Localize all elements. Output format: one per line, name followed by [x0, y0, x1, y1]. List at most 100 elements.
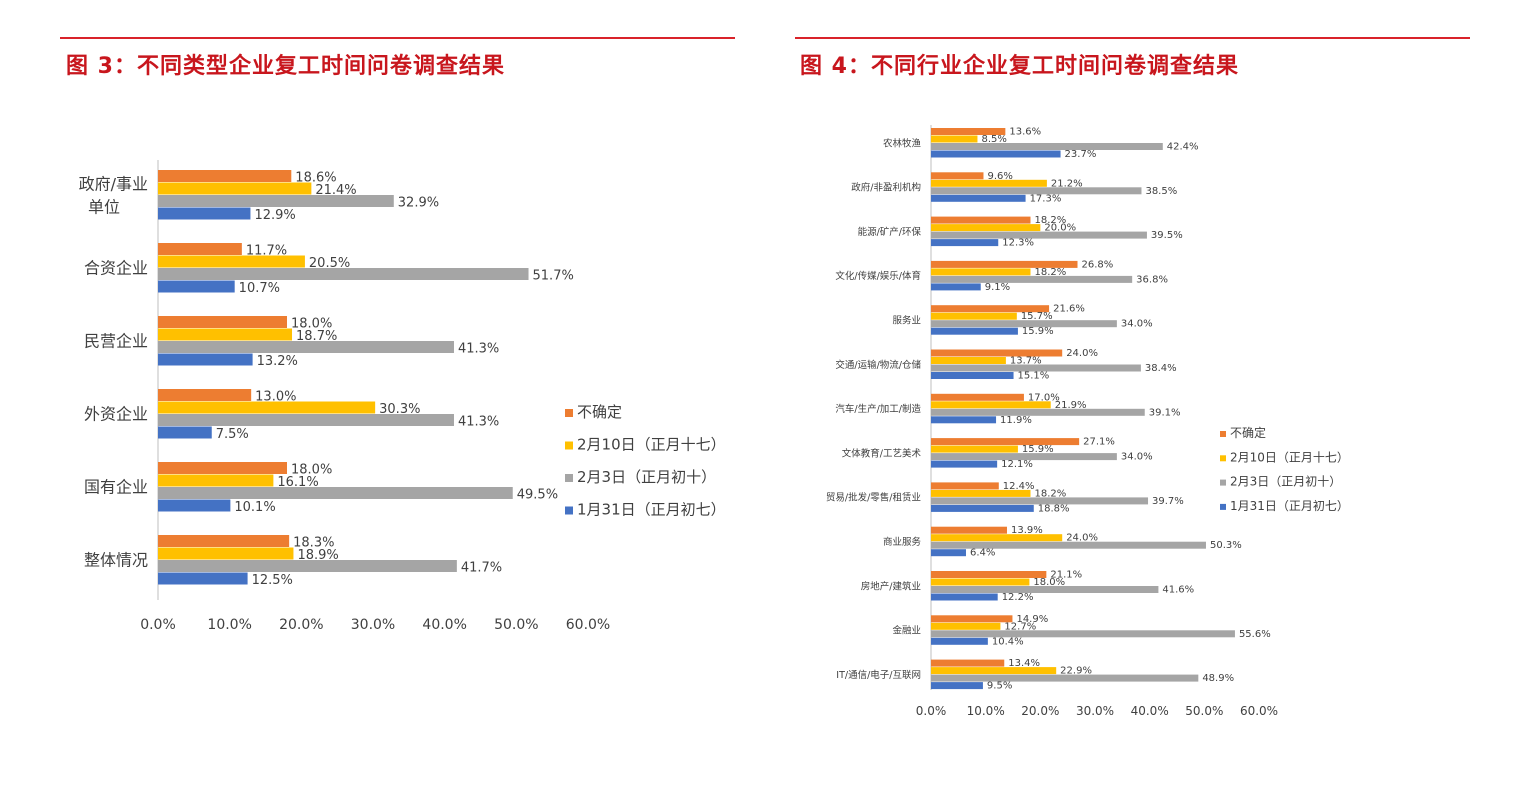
legend-swatch	[565, 506, 573, 515]
data-label: 9.6%	[987, 171, 1012, 182]
data-label: 22.9%	[1060, 666, 1092, 677]
x-tick-label: 50.0%	[494, 617, 538, 633]
category-label-line: 能源/矿产/环保	[858, 226, 922, 238]
bar	[931, 372, 1014, 379]
chart-title-fig3: 图 3：不同类型企业复工时间问卷调查结果	[66, 54, 505, 79]
category-label-line: 整体情况	[84, 551, 148, 570]
data-label: 21.4%	[315, 183, 356, 198]
data-label: 13.6%	[1009, 127, 1041, 138]
data-label: 18.0%	[291, 463, 332, 478]
data-label: 18.3%	[293, 536, 334, 551]
data-label: 13.9%	[1011, 525, 1043, 536]
bar	[931, 275, 1133, 283]
bar	[931, 187, 1142, 195]
legend-label: 2月3日（正月初十）	[1230, 475, 1341, 489]
category-label: 商业服务	[883, 536, 922, 548]
chart-title-fig4: 图 4：不同行业企业复工时间问卷调查结果	[800, 54, 1239, 79]
data-label: 13.4%	[1008, 658, 1040, 669]
x-tick-label: 10.0%	[967, 704, 1005, 718]
bar	[931, 637, 988, 645]
x-tick-label: 50.0%	[1185, 704, 1223, 718]
bar	[931, 364, 1141, 372]
legend-swatch	[1220, 503, 1226, 510]
data-label: 27.1%	[1083, 437, 1115, 448]
data-label: 14.9%	[1016, 614, 1048, 625]
x-tick-label: 60.0%	[566, 617, 610, 633]
data-label: 39.1%	[1149, 407, 1181, 418]
legend-label: 2月10日（正月十七）	[1230, 450, 1349, 464]
bar	[931, 150, 1061, 158]
data-label: 6.4%	[970, 548, 995, 559]
bar	[931, 393, 1024, 401]
legend-label: 不确定	[1230, 425, 1266, 440]
category-label: 政府/事业单位	[79, 174, 148, 216]
bar	[931, 682, 983, 690]
bar	[931, 327, 1018, 335]
data-label: 26.8%	[1082, 259, 1114, 270]
bar	[931, 179, 1047, 187]
bar	[158, 341, 454, 353]
category-label: 能源/矿产/环保	[858, 226, 922, 238]
data-label: 38.5%	[1145, 186, 1177, 197]
category-label-line: 金融业	[892, 625, 921, 637]
data-label: 12.4%	[1003, 481, 1035, 492]
x-tick-label: 20.0%	[279, 617, 323, 633]
chart-fig4: 农林牧渔 13.6%8.5% 42.4% 23.7% 政府/非盈利机构 9.6% 21.2%…	[826, 125, 1349, 718]
data-label: 18.0%	[291, 317, 332, 332]
data-label: 39.5%	[1151, 230, 1183, 241]
data-label: 34.0%	[1121, 452, 1153, 463]
bar	[158, 170, 292, 182]
bar	[931, 622, 1001, 630]
category-label-line: 政府/非盈利机构	[851, 182, 921, 194]
bar	[931, 260, 1078, 268]
data-label: 10.4%	[992, 636, 1024, 647]
data-label: 15.9%	[1022, 444, 1054, 455]
bar	[158, 535, 290, 547]
data-label: 41.7%	[461, 561, 502, 576]
data-label: 32.9%	[398, 196, 439, 211]
bar	[931, 482, 999, 490]
legend-label: 2月10日（正月十七）	[577, 436, 726, 454]
category-label: 文体教育/工艺美术	[842, 447, 922, 459]
category-label-line: 农林牧渔	[883, 137, 922, 149]
x-tick-label: 0.0%	[140, 617, 176, 633]
legend-label: 2月3日（正月初十）	[577, 468, 716, 486]
category-label-line: 文化/传媒/娱乐/体育	[835, 270, 921, 282]
data-label: 48.9%	[1202, 673, 1234, 684]
x-tick-label: 30.0%	[351, 617, 395, 633]
bar	[158, 560, 457, 572]
data-label: 21.6%	[1053, 304, 1085, 315]
x-tick-label: 40.0%	[1131, 704, 1169, 718]
data-label: 18.2%	[1034, 488, 1066, 499]
data-label: 17.0%	[1028, 392, 1060, 403]
data-label: 10.7%	[239, 281, 280, 296]
legend-swatch	[1220, 431, 1226, 437]
legend-swatch	[565, 474, 573, 482]
data-label: 21.1%	[1050, 570, 1082, 581]
bar	[158, 414, 454, 426]
data-label: 12.1%	[1001, 459, 1033, 470]
category-label: 民营企业	[84, 332, 148, 351]
legend-swatch	[1220, 455, 1226, 462]
bar	[158, 462, 287, 474]
bar	[158, 499, 231, 512]
legend-label: 1月31日（正月初七）	[577, 501, 726, 519]
bar	[931, 541, 1206, 549]
bar	[158, 353, 253, 366]
bar	[158, 474, 274, 487]
bar	[158, 268, 529, 280]
x-tick-label: 60.0%	[1240, 704, 1278, 718]
data-label: 13.0%	[255, 390, 296, 405]
data-label: 12.2%	[1002, 592, 1034, 603]
data-label: 16.1%	[277, 475, 318, 490]
bar	[931, 630, 1235, 638]
category-label: 政府/非盈利机构	[851, 182, 921, 194]
legend-swatch	[565, 409, 573, 417]
x-tick-label: 40.0%	[422, 617, 466, 633]
x-tick-label: 20.0%	[1021, 704, 1059, 718]
legend-label: 1月31日（正月初七）	[1230, 499, 1349, 513]
x-tick-label: 30.0%	[1076, 704, 1114, 718]
data-label: 51.7%	[533, 269, 574, 284]
category-label: 房地产/建筑业	[861, 580, 921, 592]
data-label: 41.3%	[458, 415, 499, 430]
